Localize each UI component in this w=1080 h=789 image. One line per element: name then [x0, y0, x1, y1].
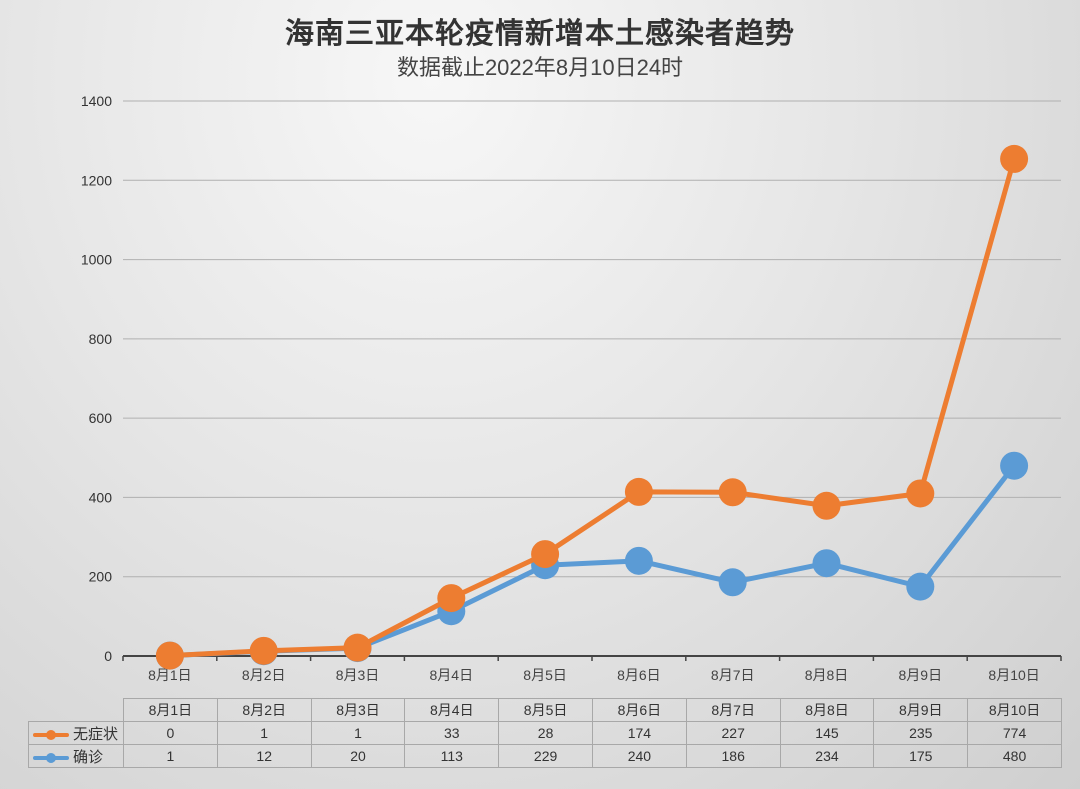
x-tick-label: 8月7日 [711, 667, 755, 683]
chart-title: 海南三亚本轮疫情新增本土感染者趋势 [284, 18, 795, 50]
col-header: 8月7日 [685, 698, 781, 722]
x-tick-label: 8月9日 [899, 667, 943, 683]
table-cell: 774 [967, 721, 1062, 745]
data-point-marker [624, 546, 653, 575]
y-tick-label: 1400 [81, 93, 112, 109]
table-cell: 480 [967, 744, 1062, 768]
x-axis: 8月1日 8月2日 8月3日 8月4日 8月5日 8月6日 8月7日 8月8日 8月9日 8月10… [122, 655, 1062, 683]
y-tick-label: 800 [89, 331, 113, 347]
table-cell: 175 [873, 744, 969, 768]
confirmed-series [155, 451, 1029, 670]
x-tick-label: 8月6日 [617, 667, 661, 683]
table-row: 无症状 0 1 1 33 28 174 227 145 235 774 [28, 721, 1062, 745]
table-cell: 113 [404, 744, 500, 768]
col-header: 8月6日 [591, 698, 687, 722]
y-tick-label: 1000 [81, 252, 112, 268]
table-header-row: 8月1日 8月2日 8月3日 8月4日 8月5日 8月6日 8月7日 8月8日 … [29, 698, 1062, 722]
y-tick-label: 600 [89, 410, 113, 426]
legend-orange-line-icon [33, 729, 69, 740]
data-point-marker [1000, 144, 1029, 173]
table-cell: 229 [498, 744, 593, 768]
x-tick-label: 8月10日 [988, 667, 1039, 683]
y-tick-label: 400 [89, 489, 113, 505]
table-corner [29, 699, 124, 722]
col-header: 8月8日 [779, 698, 875, 722]
legend-blue-line-icon [33, 752, 69, 763]
col-header: 8月5日 [498, 698, 593, 722]
x-tick-label: 8月2日 [242, 667, 286, 683]
table-row: 确诊 1 12 20 113 229 240 186 234 175 480 [28, 744, 1062, 768]
data-table: 8月1日 8月2日 8月3日 8月4日 8月5日 8月6日 8月7日 8月8日 … [28, 698, 1062, 768]
series-lines [155, 144, 1029, 670]
table-cell: 33 [404, 721, 500, 745]
data-point-marker [906, 479, 935, 508]
data-point-marker [812, 491, 841, 520]
legend-confirmed: 确诊 [28, 744, 124, 768]
data-point-marker [531, 540, 560, 569]
asymptomatic-series [155, 144, 1029, 670]
y-tick-label: 200 [89, 569, 113, 585]
x-tick-label: 8月4日 [430, 667, 474, 683]
x-tick-label: 8月8日 [805, 667, 849, 683]
gridlines [123, 100, 1061, 578]
table-cell: 12 [216, 744, 312, 768]
col-header: 8月10日 [967, 698, 1062, 722]
table-cell: 186 [685, 744, 781, 768]
x-tick-label: 8月3日 [336, 667, 380, 683]
table-cell: 28 [498, 721, 593, 745]
table-cell: 174 [591, 721, 687, 745]
y-tick-label: 1200 [81, 172, 112, 188]
table-cell: 227 [685, 721, 781, 745]
col-header: 8月4日 [404, 698, 500, 722]
table-cell: 1 [123, 744, 218, 768]
y-tick-label: 0 [104, 648, 112, 664]
col-header: 8月1日 [123, 698, 218, 722]
data-point-marker [812, 549, 841, 578]
col-header: 8月2日 [216, 698, 312, 722]
data-point-marker [718, 568, 747, 597]
x-tick-label: 8月5日 [523, 667, 567, 683]
table-cell: 1 [310, 721, 406, 745]
data-point-marker [718, 478, 747, 507]
data-point-marker [437, 584, 466, 613]
table-cell: 0 [123, 721, 218, 745]
data-point-marker [249, 636, 278, 665]
col-header: 8月3日 [310, 698, 406, 722]
data-point-marker [155, 641, 184, 670]
legend-asymptomatic: 无症状 [28, 721, 124, 745]
x-tick-label: 8月1日 [148, 667, 192, 683]
series-line [169, 158, 1017, 659]
table-cell: 234 [779, 744, 875, 768]
series-line [169, 464, 1017, 659]
data-point-marker [1000, 451, 1029, 480]
chart-subtitle: 数据截止2022年8月10日24时 [396, 55, 684, 80]
table-cell: 145 [779, 721, 875, 745]
data-point-marker [906, 572, 935, 601]
data-point-marker [343, 633, 372, 662]
table-cell: 235 [873, 721, 969, 745]
table-cell: 240 [591, 744, 687, 768]
table-cell: 1 [216, 721, 312, 745]
y-axis: 0 200 400 600 800 1000 1200 1400 [81, 93, 112, 664]
data-point-marker [624, 477, 653, 506]
table-cell: 20 [310, 744, 406, 768]
col-header: 8月9日 [873, 698, 969, 722]
